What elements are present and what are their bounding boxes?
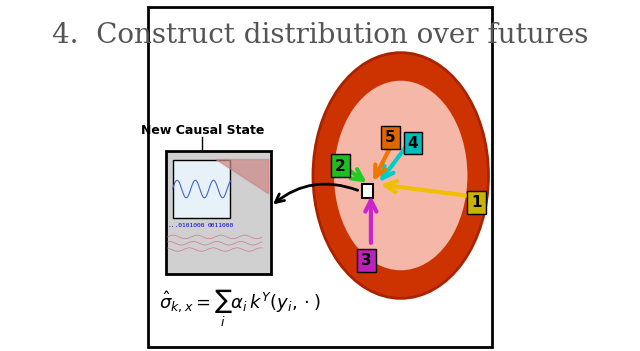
Text: 2: 2 [335, 159, 346, 173]
Ellipse shape [313, 53, 488, 298]
Text: 1: 1 [471, 196, 481, 210]
Text: 4.  Construct distribution over futures: 4. Construct distribution over futures [52, 22, 588, 48]
Text: 3: 3 [361, 253, 372, 268]
FancyBboxPatch shape [404, 132, 422, 154]
Text: New Causal State: New Causal State [141, 124, 264, 137]
Bar [362, 184, 372, 198]
Text: 4: 4 [408, 136, 419, 151]
FancyBboxPatch shape [357, 249, 376, 272]
FancyBboxPatch shape [381, 126, 399, 149]
Polygon shape [216, 159, 269, 194]
FancyBboxPatch shape [331, 154, 350, 177]
Bar [173, 159, 230, 218]
Ellipse shape [334, 81, 467, 270]
Text: ...0101000: ...0101000 [167, 223, 205, 228]
Text: 0011000: 0011000 [207, 223, 234, 228]
FancyBboxPatch shape [467, 191, 486, 214]
Text: 5: 5 [385, 131, 396, 145]
Text: $\hat{\sigma}_{k,x} = \sum_{i} \alpha_i \, k^Y(y_i, \cdot)$: $\hat{\sigma}_{k,x} = \sum_{i} \alpha_i … [159, 288, 320, 330]
Bar [166, 151, 271, 274]
